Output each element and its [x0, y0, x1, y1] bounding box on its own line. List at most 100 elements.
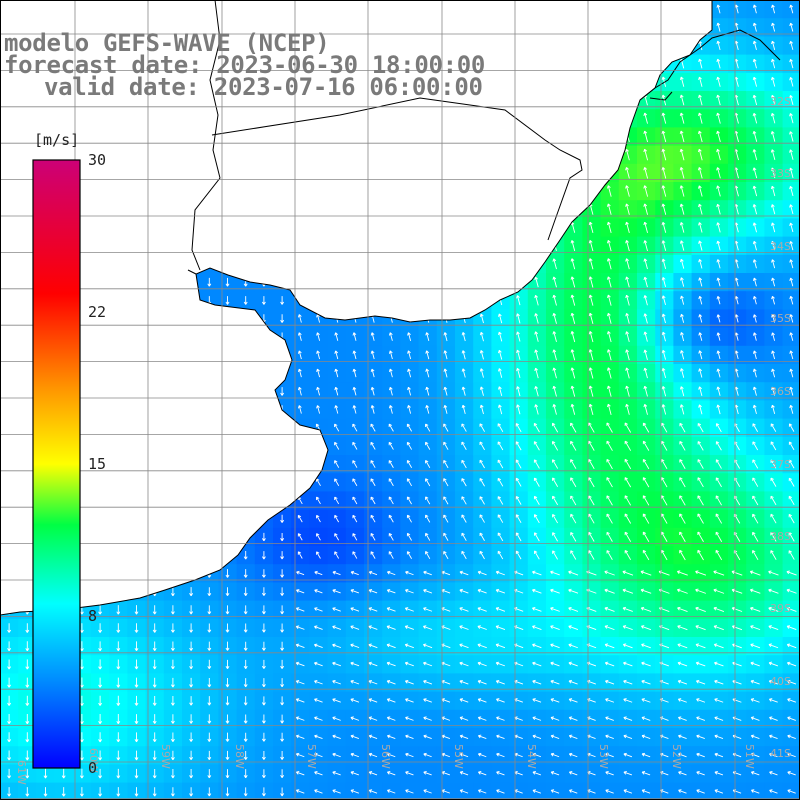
- wind-arrow: [459, 607, 469, 612]
- wind-arrow: [461, 368, 466, 378]
- wind-arrow: [534, 367, 539, 379]
- wind-arrow: [515, 423, 522, 433]
- wind-arrow: [516, 313, 521, 324]
- wind-arrow: [425, 386, 430, 396]
- wind-arrow: [716, 314, 721, 323]
- wind-arrow: [315, 478, 321, 487]
- wind-arrow: [752, 22, 757, 32]
- wind-cell: [782, 327, 800, 347]
- wind-arrow: [43, 768, 48, 779]
- wind-arrow: [752, 550, 759, 561]
- wind-arrow: [552, 294, 557, 306]
- wind-arrow: [350, 789, 360, 794]
- wind-arrow: [750, 752, 760, 758]
- wind-cell: [418, 782, 438, 800]
- wind-arrow: [116, 695, 121, 706]
- wind-arrow: [406, 514, 412, 523]
- wind-arrow: [516, 404, 521, 415]
- wind-arrow: [680, 350, 685, 360]
- wind-arrow: [152, 623, 157, 633]
- wind-arrow: [752, 204, 758, 215]
- wind-arrow: [679, 240, 685, 251]
- wind-arrow: [405, 771, 414, 776]
- wind-arrow: [368, 752, 378, 758]
- wind-arrow: [497, 550, 504, 560]
- wind-arrow: [479, 313, 484, 324]
- wind-arrow: [98, 787, 103, 797]
- wind-arrow: [588, 403, 594, 415]
- wind-arrow: [515, 495, 522, 505]
- wind-cell: [618, 782, 638, 800]
- colorbar-tick: 0: [88, 759, 98, 777]
- wind-arrow: [789, 4, 794, 14]
- wind-arrow: [768, 606, 779, 612]
- wind-arrow: [225, 769, 230, 779]
- wind-arrow: [588, 440, 595, 451]
- wind-arrow: [552, 404, 557, 415]
- wind-arrow: [332, 716, 341, 721]
- wind-arrow: [459, 570, 469, 576]
- wind-arrow: [388, 551, 394, 559]
- wind-arrow: [479, 532, 485, 541]
- wind-cell: [400, 782, 420, 800]
- wind-arrow: [698, 277, 703, 287]
- wind-arrow: [98, 641, 103, 652]
- wind-arrow: [316, 386, 321, 396]
- wind-arrow: [588, 367, 594, 379]
- wind-arrow: [713, 570, 725, 576]
- wind-arrow: [477, 716, 487, 721]
- wind-arrow: [225, 277, 230, 287]
- colorbar-tick: 8: [88, 607, 98, 625]
- wind-arrow: [607, 258, 612, 270]
- wind-arrow: [679, 495, 686, 506]
- wind-arrow: [570, 422, 577, 433]
- wind-arrow: [752, 368, 757, 378]
- wind-arrow: [679, 94, 685, 106]
- wind-arrow: [568, 588, 579, 594]
- wind-arrow: [425, 496, 431, 505]
- wind-arrow: [680, 313, 685, 323]
- wind-arrow: [769, 771, 778, 776]
- wind-arrow: [716, 332, 721, 341]
- wind-arrow: [588, 258, 594, 270]
- wind-arrow: [443, 532, 449, 541]
- wind-arrow: [479, 550, 485, 560]
- wind-arrow: [643, 258, 648, 270]
- wind-arrow: [661, 221, 667, 233]
- wind-cell: [455, 782, 474, 800]
- wind-arrow: [388, 532, 394, 541]
- wind-arrow: [25, 713, 30, 725]
- wind-arrow: [243, 623, 248, 633]
- wind-arrow: [752, 222, 757, 233]
- wind-arrow: [316, 551, 321, 559]
- wind-arrow: [350, 771, 360, 776]
- wind-arrow: [243, 550, 248, 560]
- wind-arrow: [280, 551, 285, 560]
- wind-arrow: [604, 606, 615, 612]
- wind-arrow: [479, 496, 485, 505]
- wind-arrow: [225, 569, 230, 578]
- wind-arrow: [297, 350, 302, 360]
- wind-arrow: [716, 240, 721, 251]
- wind-arrow: [498, 386, 503, 397]
- wind-arrow: [189, 769, 194, 779]
- wind-arrow: [750, 771, 760, 776]
- wind-arrow: [443, 459, 449, 469]
- wind-arrow: [406, 478, 412, 487]
- wind-arrow: [750, 661, 760, 667]
- wind-arrow: [568, 570, 579, 576]
- wind-arrow: [716, 259, 721, 269]
- wind-arrow: [477, 771, 487, 776]
- wind-arrow: [731, 588, 743, 594]
- wind-arrow: [515, 477, 522, 487]
- wind-arrow: [7, 659, 12, 670]
- wind-arrow: [606, 513, 613, 524]
- wind-arrow: [280, 714, 285, 724]
- wind-arrow: [496, 789, 505, 794]
- wind-arrow: [570, 294, 576, 306]
- wind-arrow: [388, 350, 393, 360]
- wind-arrow: [25, 641, 30, 652]
- wind-arrow: [207, 677, 212, 688]
- wind-arrow: [607, 349, 612, 361]
- wind-arrow: [770, 94, 776, 106]
